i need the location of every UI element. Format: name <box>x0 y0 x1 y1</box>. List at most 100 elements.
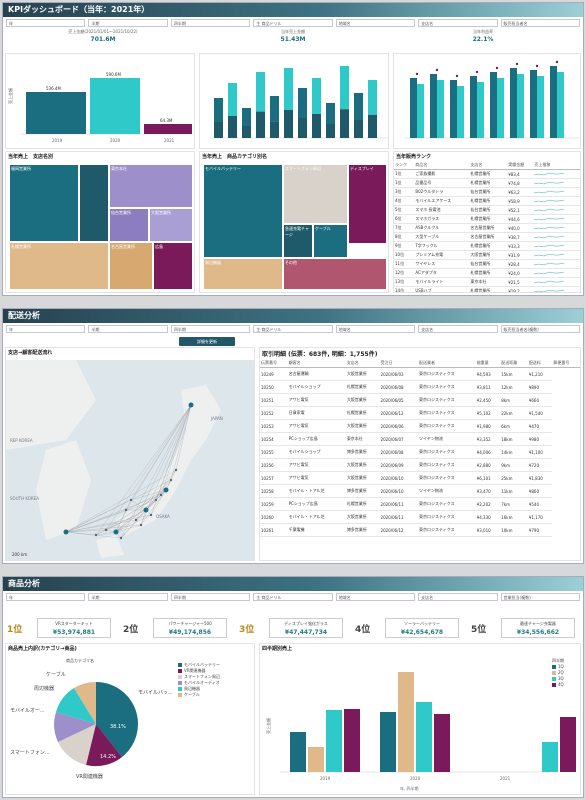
customer-marker[interactable] <box>134 518 138 522</box>
customer-marker[interactable] <box>104 528 108 532</box>
filter-region[interactable]: 地域名 <box>335 325 416 333</box>
month-bar-base[interactable] <box>340 109 349 138</box>
tm-other[interactable]: その他 <box>283 258 387 290</box>
profit-point[interactable] <box>435 68 439 72</box>
legend-item[interactable]: ケーブル <box>178 692 220 698</box>
filter-quarter[interactable]: 四半期 <box>170 325 251 333</box>
refresh-detail-button[interactable]: 詳細を更新 <box>179 337 235 346</box>
customer-marker[interactable] <box>159 493 163 497</box>
table-row[interactable]: 6位 スマホガラス 札幌営業所 ¥44,6 <box>394 214 580 224</box>
legend-item[interactable]: スマートフォン周辺 <box>178 674 220 680</box>
filter-year[interactable]: 年 <box>6 325 86 333</box>
profit-bar-a[interactable] <box>550 66 557 138</box>
rank-4[interactable]: 4位 ソーラーバッテリー ¥42,654,678 <box>355 615 459 641</box>
tm-fukuoka[interactable]: 福岡営業所 <box>9 164 79 242</box>
profit-bar-a[interactable] <box>470 76 477 138</box>
month-bar-base[interactable] <box>354 120 363 138</box>
legend-item[interactable]: 1Q <box>552 664 564 670</box>
month-bar-top[interactable] <box>228 83 237 116</box>
branch-marker[interactable] <box>143 507 149 513</box>
pie-slice-mobile-battery[interactable] <box>96 682 139 757</box>
filter-half[interactable]: 半期 <box>88 325 168 333</box>
filter-year[interactable]: 年 <box>6 593 86 601</box>
profit-bar-a[interactable] <box>430 74 437 138</box>
col-header[interactable]: 配送業者 <box>417 359 476 368</box>
quarter-bar[interactable] <box>398 672 414 772</box>
legend-item[interactable]: 4Q <box>552 682 564 688</box>
profit-bar-b[interactable] <box>517 74 524 138</box>
rank-2[interactable]: 2位 パワーチャージャー500 ¥49,174,856 <box>123 615 227 641</box>
table-row[interactable]: 10249 名古屋運輸 大阪営業所 2020/06/03 東京ロジスティクス ¥4,593… <box>260 367 580 381</box>
tm-sendai[interactable]: 仙台営業所 <box>109 208 149 242</box>
quarter-bar[interactable] <box>434 714 450 772</box>
table-row[interactable]: 5位 スマホ 長電池 仙台営業所 ¥52,1 <box>394 205 580 215</box>
filter-sales-rep[interactable]: 販売担当者名 <box>500 19 580 27</box>
tm-cable[interactable]: ケーブル <box>313 224 348 258</box>
customer-marker[interactable] <box>174 468 178 472</box>
customer-marker[interactable] <box>139 523 143 527</box>
legend-item[interactable]: 2Q <box>552 670 564 676</box>
delivery-map[interactable]: REP KOREA SOUTH KOREA JAPAN OSAKA 200 km <box>6 360 255 560</box>
table-row[interactable]: 14位 USBハブ 札幌営業所 ¥19,2 <box>394 286 580 292</box>
tm-tokyo[interactable]: 東京本社 <box>109 164 193 208</box>
col-header[interactable]: 受注日 <box>379 359 418 368</box>
month-bar-base[interactable] <box>228 116 237 138</box>
profit-point[interactable] <box>555 60 559 64</box>
legend-item[interactable]: VR関連機器 <box>178 668 220 674</box>
pie-slice-peripheral[interactable] <box>56 688 96 724</box>
profit-bar-b[interactable] <box>477 82 484 138</box>
col-header[interactable]: 配送距離 <box>500 359 528 368</box>
profit-bar-b[interactable] <box>537 76 544 138</box>
tm-fast-charger[interactable]: 急速充電チャージ <box>283 224 313 258</box>
table-row[interactable]: 10250 モバイルショップ 札幌営業所 2020/06/08 東京ロジスティクス ¥3,… <box>260 380 580 394</box>
legend-item[interactable]: モバイルオーディオ <box>178 680 220 686</box>
table-row[interactable]: 10259 PCショップ広島 札幌営業所 2020/06/11 東京ロジスティクス ¥2,… <box>260 497 580 511</box>
col-rank[interactable]: ランク <box>394 161 415 170</box>
col-trend[interactable]: 売上推移 <box>533 161 580 170</box>
customer-marker[interactable] <box>149 513 153 517</box>
profit-point[interactable] <box>455 74 459 78</box>
table-row[interactable]: 10257 アサヒ電気 大阪営業所 2020/06/10 東京ロジスティクス ¥6,101… <box>260 471 580 485</box>
legend-item[interactable]: 周辺機器 <box>178 686 220 692</box>
customer-marker[interactable] <box>119 536 123 540</box>
filter-product-drill[interactable]: 主 商品ドリル <box>253 19 333 27</box>
table-row[interactable]: 11位 ワイヤレス 仙台営業所 ¥28,4 <box>394 259 580 269</box>
branch-marker[interactable] <box>63 529 69 535</box>
filter-sales-rep[interactable]: 販売担当者名(複数) <box>500 325 580 333</box>
month-bar-base[interactable] <box>256 111 265 138</box>
col-header[interactable]: 総重量 <box>475 359 501 368</box>
profit-bar-a[interactable] <box>410 78 417 138</box>
filter-region[interactable]: 地域名 <box>335 593 416 601</box>
profit-bar-a[interactable] <box>490 72 497 138</box>
col-header[interactable]: 郵便番号 <box>552 359 580 368</box>
table-row[interactable]: 10256 アサヒ電気 大阪営業所 2020/06/09 東京ロジスティクス ¥2,880… <box>260 458 580 472</box>
rank-5[interactable]: 5位 最速チャージ充電器 ¥34,556,662 <box>471 615 575 641</box>
filter-product-drill[interactable]: 主 商品ドリル <box>253 593 333 601</box>
customer-marker[interactable] <box>169 478 173 482</box>
month-bar-top[interactable] <box>214 98 223 122</box>
month-bar-top[interactable] <box>284 68 293 110</box>
table-row[interactable]: 10253 アサヒ電気 大阪営業所 2020/06/06 東京ロジスティクス ¥1,980… <box>260 419 580 433</box>
month-bar-top[interactable] <box>312 78 321 114</box>
table-row[interactable]: 10位 プレミアム充電 大阪営業所 ¥31,9 <box>394 250 580 260</box>
col-amount[interactable]: 実績金額 <box>507 161 534 170</box>
filter-sales-rep[interactable]: 営業担当(複数) <box>500 593 580 601</box>
table-row[interactable]: 7位 ASBクルクル 名古屋営業所 ¥40,0 <box>394 223 580 233</box>
month-bar-top[interactable] <box>340 66 349 110</box>
quarter-bar[interactable] <box>344 709 360 772</box>
tm-mobile-battery[interactable]: モバイルバッテリー <box>203 164 283 258</box>
filter-region[interactable]: 地域名 <box>335 19 416 27</box>
col-product[interactable]: 商品名 <box>414 161 470 170</box>
month-bar-top[interactable] <box>256 72 265 112</box>
profit-bar-b[interactable] <box>497 78 504 138</box>
month-bar-base[interactable] <box>284 110 293 138</box>
bar-2020[interactable] <box>90 78 140 134</box>
profit-point[interactable] <box>495 66 499 70</box>
month-bar-top[interactable] <box>368 80 377 115</box>
table-row[interactable]: 8位 大型ケーブル 名古屋営業所 ¥38,7 <box>394 232 580 242</box>
table-row[interactable]: 10255 モバイルショップ 博多営業所 2020/06/08 東京ロジスティクス ¥4,… <box>260 445 580 459</box>
quarter-bar[interactable] <box>560 717 576 772</box>
month-bar-base[interactable] <box>368 114 377 138</box>
table-row[interactable]: 9位 T字フックル 札幌営業所 ¥33,3 <box>394 241 580 251</box>
month-bar-top[interactable] <box>270 96 279 122</box>
